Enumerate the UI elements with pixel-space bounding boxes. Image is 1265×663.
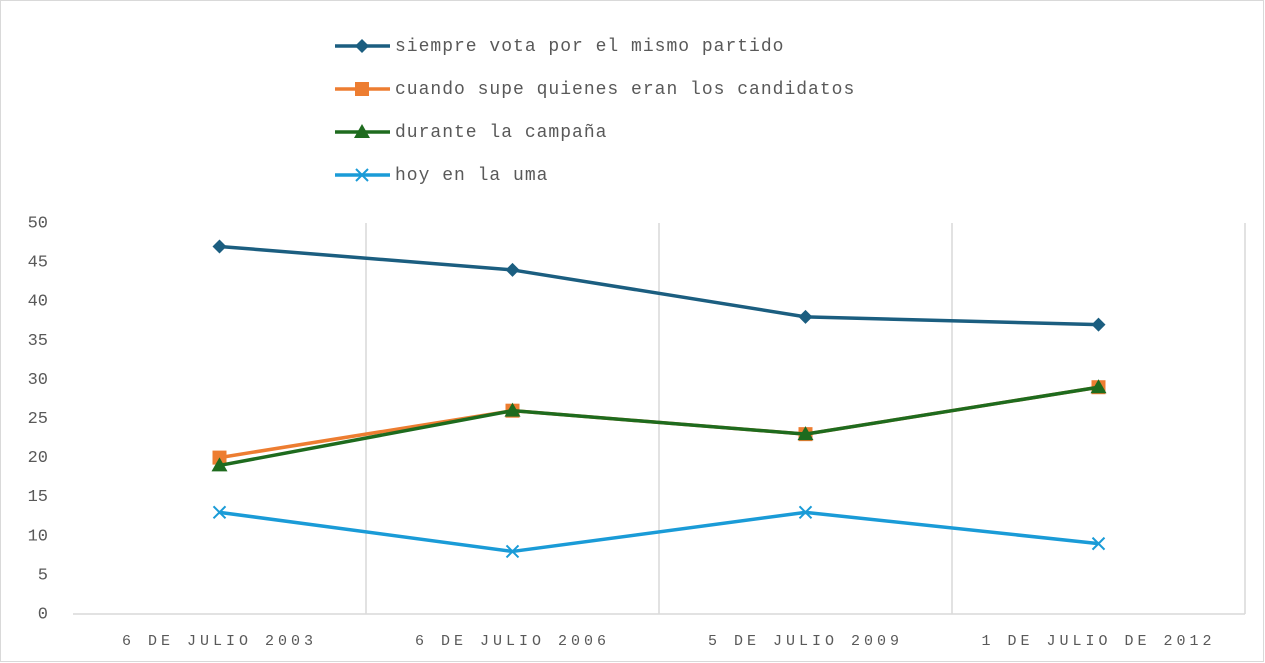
- series-line: [219, 510, 1099, 554]
- marker: [355, 39, 369, 53]
- marker: [355, 82, 369, 96]
- marker: [798, 309, 813, 324]
- marker: [1091, 317, 1106, 332]
- marker: [354, 124, 370, 138]
- series-line: [219, 385, 1099, 468]
- marker: [798, 505, 813, 520]
- x-tick-label: 1 DE JULIO DE 2012: [981, 633, 1215, 650]
- y-tick-label: 45: [28, 254, 48, 273]
- y-tick-label: 50: [28, 214, 48, 233]
- y-tick-label: 10: [28, 527, 48, 546]
- marker: [504, 402, 521, 417]
- y-tick-label: 25: [28, 410, 48, 429]
- marker: [505, 262, 520, 277]
- x-tick-label: 5 DE JULIO 2009: [708, 633, 903, 650]
- marker: [1091, 536, 1106, 551]
- series-line: [219, 244, 1099, 327]
- y-tick-label: 20: [28, 449, 48, 468]
- y-tick-label: 30: [28, 371, 48, 390]
- marker: [212, 239, 227, 254]
- y-tick-label: 0: [38, 605, 48, 624]
- y-tick-label: 5: [38, 566, 48, 585]
- x-tick-label: 6 DE JULIO 2003: [122, 633, 317, 650]
- marker: [211, 457, 228, 472]
- marker: [1090, 379, 1107, 394]
- y-tick-label: 15: [28, 488, 48, 507]
- legend-label: durante la campaña: [395, 123, 607, 143]
- legend-label: siempre vota por el mismo partido: [395, 37, 784, 57]
- marker: [355, 168, 369, 182]
- legend-label: cuando supe quienes eran los candidatos: [395, 80, 855, 100]
- x-tick-label: 6 DE JULIO 2006: [415, 633, 610, 650]
- marker: [505, 544, 520, 559]
- legend-label: hoy en la uma: [395, 166, 548, 186]
- marker: [212, 505, 227, 520]
- y-tick-label: 40: [28, 293, 48, 312]
- y-tick-label: 35: [28, 332, 48, 351]
- marker: [797, 426, 814, 441]
